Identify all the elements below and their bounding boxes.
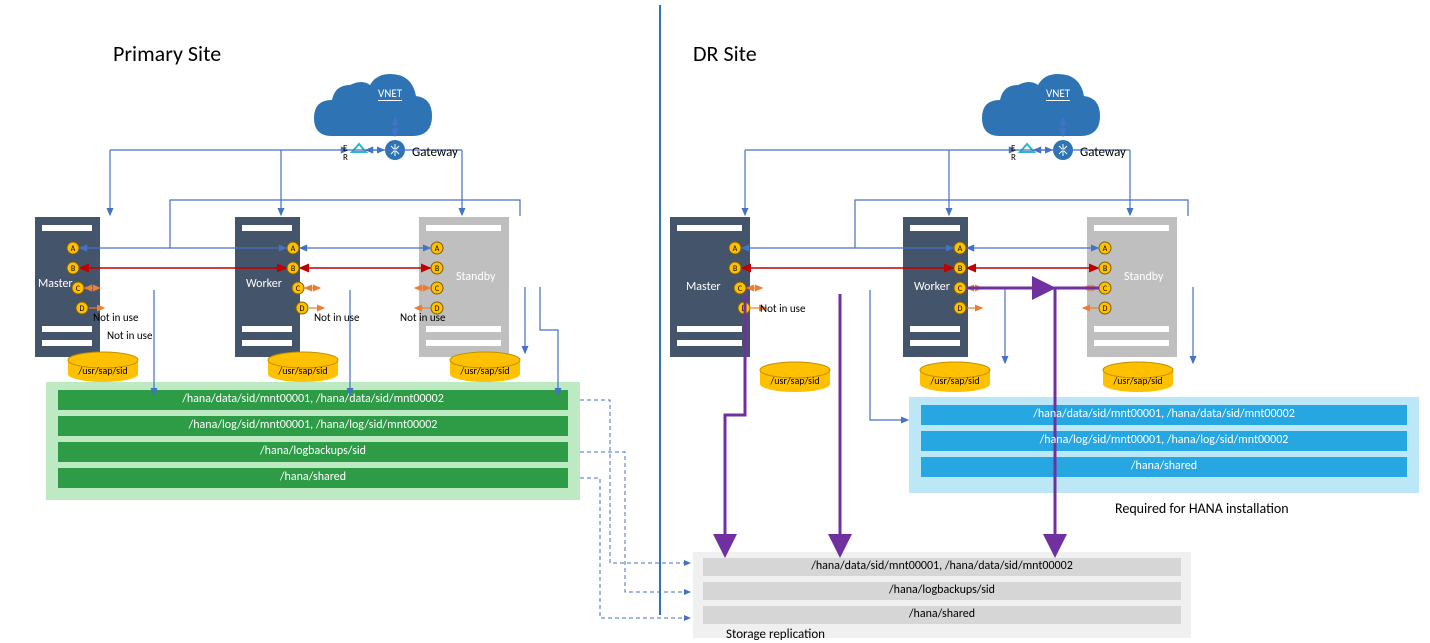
dr-master-disk-label: /usr/sap/sid [765, 374, 825, 387]
primary-vol-0: /hana/data/sid/mnt00001, /hana/data/sid/… [58, 392, 568, 406]
not-in-use-3: Not in use [314, 311, 359, 324]
svg-text:C: C [76, 284, 81, 294]
svg-text:B: B [291, 264, 296, 274]
dr-standby-disk-label: /usr/sap/sid [1108, 374, 1168, 387]
primary-gateway-label: Gateway [412, 145, 458, 160]
dr-cloud-icon [982, 74, 1100, 136]
dr-required-label: Required for HANA installation [1115, 500, 1289, 517]
dr-er-label: ER [1011, 144, 1016, 162]
svg-text:A: A [435, 244, 440, 254]
dr-bluevol-1: /hana/log/sid/mnt00001, /hana/log/sid/mn… [921, 433, 1407, 447]
svg-text:C: C [296, 284, 301, 294]
dr-greyvol-1: /hana/logbackups/sid [703, 583, 1181, 597]
primary-master-label: Master [38, 277, 73, 291]
primary-worker-label: Worker [246, 277, 282, 291]
dr-greyvol-0: /hana/data/sid/mnt00001, /hana/data/sid/… [703, 559, 1181, 573]
primary-title: Primary Site [113, 40, 221, 67]
svg-text:B: B [1103, 264, 1108, 274]
dr-title: DR Site [693, 40, 757, 67]
dr-cloud-label: VNET [1046, 87, 1070, 101]
primary-vol-2: /hana/logbackups/sid [58, 444, 568, 458]
dr-master-label: Master [686, 280, 721, 294]
svg-text:C: C [738, 284, 743, 294]
svg-text:A: A [958, 244, 963, 254]
svg-text:B: B [435, 264, 440, 274]
primary-standby-disk-label: /usr/sap/sid [455, 364, 515, 377]
primary-vol-1: /hana/log/sid/mnt00001, /hana/log/sid/mn… [58, 418, 568, 432]
storage-replication-label: Storage replication [726, 627, 825, 642]
dr-worker-label: Worker [914, 280, 950, 294]
dr-gateway-label: Gateway [1080, 145, 1126, 160]
primary-vol-3: /hana/shared [58, 470, 568, 484]
svg-text:C: C [435, 284, 440, 294]
svg-text:D: D [300, 304, 305, 314]
not-in-use-4: Not in use [400, 311, 445, 324]
primary-standby-label: Standby [456, 270, 495, 284]
dr-standby-label: Standby [1124, 270, 1163, 284]
svg-text:A: A [291, 244, 296, 254]
svg-text:D: D [1103, 304, 1108, 314]
svg-text:A: A [733, 244, 738, 254]
not-in-use-1: Not in use [93, 311, 138, 324]
primary-master-disk-label: /usr/sap/sid [73, 364, 133, 377]
svg-text:C: C [1103, 284, 1108, 294]
dr-bluevol-0: /hana/data/sid/mnt00001, /hana/data/sid/… [921, 407, 1407, 421]
svg-text:A: A [1103, 244, 1108, 254]
dr-greyvol-2: /hana/shared [703, 607, 1181, 621]
svg-text:A: A [71, 244, 76, 254]
svg-text:C: C [958, 284, 963, 294]
primary-cloud-icon [314, 74, 432, 136]
svg-text:B: B [733, 264, 738, 274]
dr-worker-disk-label: /usr/sap/sid [925, 374, 985, 387]
svg-text:D: D [80, 304, 85, 314]
svg-text:B: B [71, 264, 76, 274]
primary-er-icon [352, 144, 366, 152]
svg-text:D: D [958, 304, 963, 314]
primary-er-label: ER [343, 144, 348, 162]
primary-cloud-label: VNET [378, 87, 402, 101]
not-in-use-2: Not in use [107, 329, 152, 342]
dr-not-in-use: Not in use [760, 302, 805, 315]
svg-text:B: B [958, 264, 963, 274]
dr-bluevol-2: /hana/shared [921, 459, 1407, 473]
primary-worker-disk-label: /usr/sap/sid [273, 364, 333, 377]
dr-er-icon [1020, 144, 1034, 152]
